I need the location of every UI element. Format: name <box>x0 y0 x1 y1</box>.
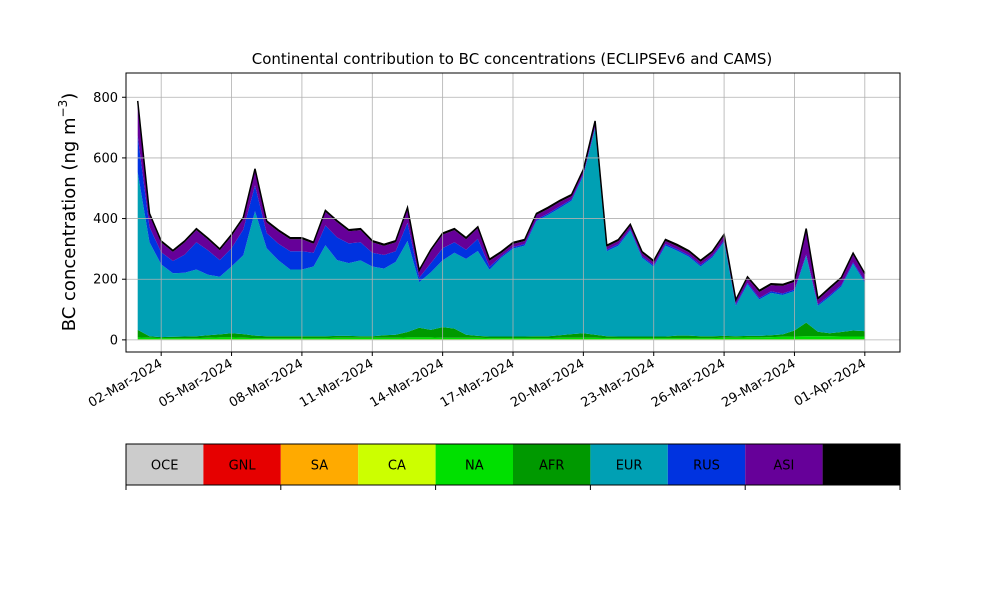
legend-swatch-eur <box>590 444 668 485</box>
y-axis-label-text: BC concentration (ng m <box>59 117 80 331</box>
legend-swatch-rus <box>667 444 746 485</box>
y-axis-label-close: ) <box>59 93 80 100</box>
legend-label-afr: AFR <box>539 459 564 474</box>
legend-label-oce: OCE <box>151 459 179 474</box>
legend-colorbar: OCE GNL SA CA NA AFR EUR RUS ASI AUS <box>125 443 901 490</box>
plot-area: 020040060080002-Mar-202405-Mar-202408-Ma… <box>86 72 901 411</box>
legend-label-asi: ASI <box>773 459 794 474</box>
legend-swatch-oce <box>126 444 204 485</box>
legend-swatch-gnl <box>203 444 281 485</box>
y-axis-label-exponent: −3 <box>56 100 70 118</box>
y-tick-label: 600 <box>93 151 118 166</box>
y-tick-label: 800 <box>93 91 118 106</box>
y-axis-label: BC concentration (ng m−3) <box>56 93 80 332</box>
legend-swatch-asi <box>745 444 823 485</box>
legend-label-rus: RUS <box>693 459 720 474</box>
legend-label-aus: AUS <box>848 459 875 474</box>
legend-label-eur: EUR <box>616 459 643 474</box>
y-tick-label: 0 <box>110 333 118 348</box>
area-series-na <box>137 336 865 340</box>
area-series-group <box>136 100 866 340</box>
area-series-asi <box>137 102 865 305</box>
legend-swatch-aus <box>822 444 900 485</box>
legend-label-na: NA <box>465 459 484 474</box>
y-tick-label: 400 <box>93 212 118 227</box>
legend-frame <box>125 443 901 486</box>
legend-label-gnl: GNL <box>229 459 257 474</box>
legend-swatch-afr <box>513 444 591 485</box>
legend-swatch-ca <box>358 444 436 485</box>
legend-label-ca: CA <box>388 459 406 474</box>
y-tick-label: 200 <box>93 273 118 288</box>
legend-swatch-na <box>435 444 513 485</box>
area-series-eur <box>137 128 865 338</box>
area-series-afr <box>137 322 865 339</box>
chart-title: Continental contribution to BC concentra… <box>252 50 773 68</box>
legend-label-sa: SA <box>311 459 328 474</box>
total-concentration-line <box>136 100 866 303</box>
legend-swatch-sa <box>280 444 359 485</box>
